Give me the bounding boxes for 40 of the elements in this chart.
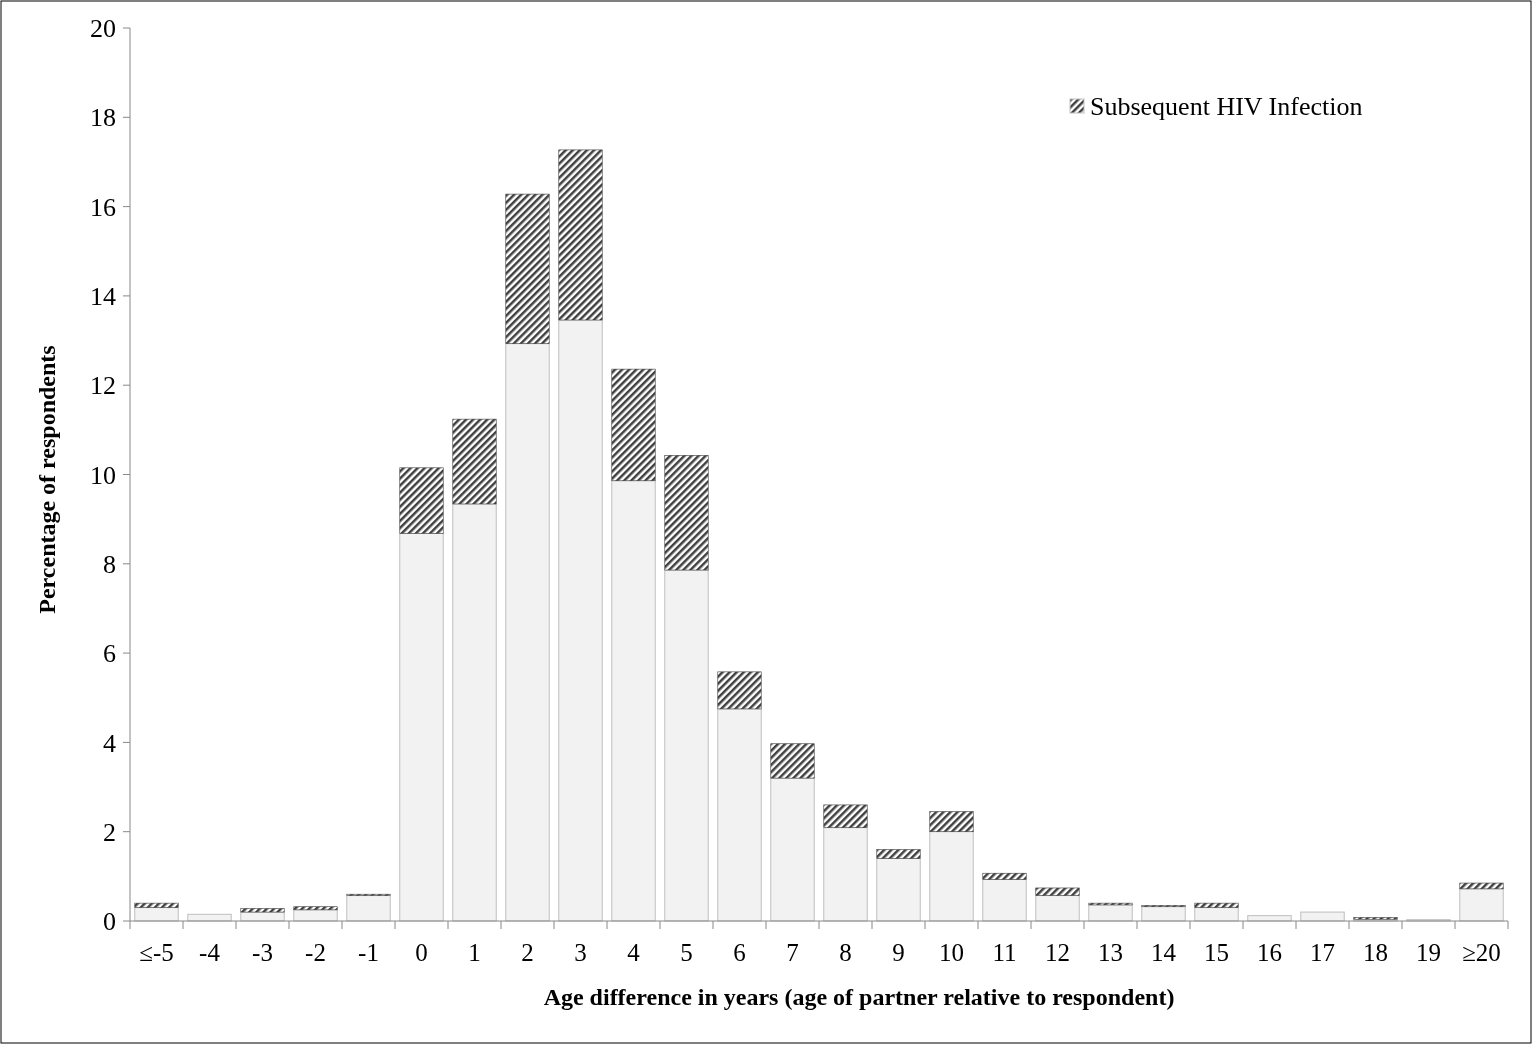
x-tick-label: ≥20 xyxy=(1462,939,1501,966)
x-axis-title: Age difference in years (age of partner relative to respondent) xyxy=(543,984,1175,1010)
x-tick-label: 4 xyxy=(627,939,641,966)
y-tick-label: 12 xyxy=(90,371,116,401)
x-tick-label: 5 xyxy=(680,939,693,966)
x-tick-label: 6 xyxy=(733,939,746,966)
x-tick-label: 14 xyxy=(1151,939,1177,966)
x-tick-label: 11 xyxy=(992,939,1017,966)
x-tick-label: 8 xyxy=(839,939,852,966)
y-tick-label: 20 xyxy=(90,14,116,44)
x-tick-label: 7 xyxy=(786,939,799,966)
x-tick-label: 17 xyxy=(1310,939,1335,966)
y-tick-label: 6 xyxy=(103,639,116,669)
x-tick-label: 19 xyxy=(1416,939,1441,966)
x-tick-label: -3 xyxy=(252,939,273,966)
x-tick-label: 18 xyxy=(1363,939,1388,966)
x-tick-label: 16 xyxy=(1257,939,1282,966)
x-tick-label: -2 xyxy=(305,939,326,966)
x-tick-label: -1 xyxy=(358,939,379,966)
x-tick-label: 1 xyxy=(468,939,481,966)
x-tick-label: 12 xyxy=(1045,939,1070,966)
x-tick-label: 9 xyxy=(892,939,905,966)
x-tick-label: 15 xyxy=(1204,939,1229,966)
y-tick-label: 8 xyxy=(103,549,116,579)
x-tick-label: 0 xyxy=(415,939,428,966)
y-axis-title: Percentage of respondents xyxy=(34,345,60,614)
y-tick-label: 16 xyxy=(90,192,116,222)
y-tick-label: 2 xyxy=(103,817,116,847)
x-tick-label: 3 xyxy=(574,939,587,966)
y-tick-label: 0 xyxy=(103,907,116,937)
legend-label: Subsequent HIV Infection xyxy=(1090,92,1363,122)
y-tick-label: 10 xyxy=(90,460,116,490)
y-tick-label: 14 xyxy=(90,282,116,311)
x-tick-label: -4 xyxy=(199,939,221,966)
x-tick-label: 13 xyxy=(1098,939,1123,966)
y-tick-label: 4 xyxy=(103,728,116,758)
y-tick-label: 18 xyxy=(90,103,116,133)
x-tick-label: ≤-5 xyxy=(139,939,174,966)
x-tick-label: 2 xyxy=(521,939,534,966)
x-tick-label: 10 xyxy=(939,939,964,966)
